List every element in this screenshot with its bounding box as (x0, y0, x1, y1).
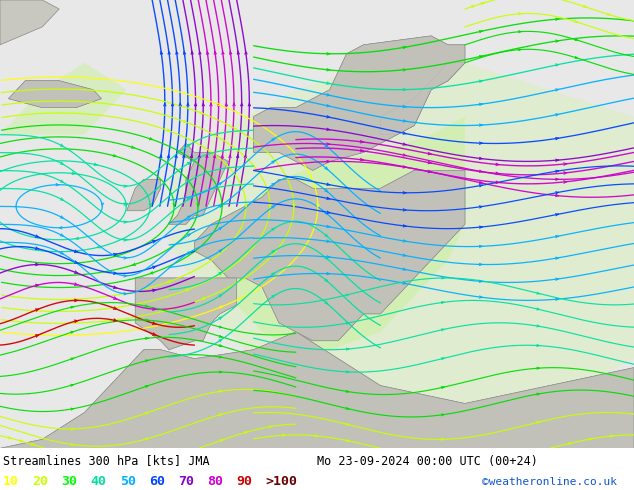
Polygon shape (0, 332, 634, 448)
Polygon shape (195, 117, 465, 350)
Polygon shape (169, 63, 634, 421)
Text: >100: >100 (266, 475, 297, 488)
Text: ©weatheronline.co.uk: ©weatheronline.co.uk (482, 477, 617, 487)
Text: 60: 60 (149, 475, 165, 488)
Text: 20: 20 (32, 475, 48, 488)
Text: 70: 70 (178, 475, 194, 488)
Text: 90: 90 (236, 475, 252, 488)
Text: Streamlines 300 hPa [kts] JMA: Streamlines 300 hPa [kts] JMA (3, 455, 210, 467)
Polygon shape (254, 36, 465, 171)
Polygon shape (127, 179, 160, 211)
Text: 50: 50 (120, 475, 136, 488)
Text: Mo 23-09-2024 00:00 UTC (00+24): Mo 23-09-2024 00:00 UTC (00+24) (317, 455, 538, 467)
Polygon shape (0, 63, 127, 135)
Polygon shape (8, 81, 101, 108)
Polygon shape (169, 144, 228, 224)
Polygon shape (169, 144, 228, 224)
Polygon shape (380, 63, 465, 135)
Polygon shape (135, 278, 236, 350)
Polygon shape (0, 332, 634, 448)
Polygon shape (254, 36, 465, 171)
Polygon shape (195, 171, 465, 341)
Polygon shape (0, 0, 59, 45)
Polygon shape (195, 171, 465, 341)
Polygon shape (135, 278, 236, 350)
Text: 40: 40 (91, 475, 107, 488)
Text: 10: 10 (3, 475, 19, 488)
Polygon shape (8, 81, 101, 108)
Text: 30: 30 (61, 475, 77, 488)
Text: 80: 80 (207, 475, 223, 488)
Polygon shape (127, 179, 160, 211)
